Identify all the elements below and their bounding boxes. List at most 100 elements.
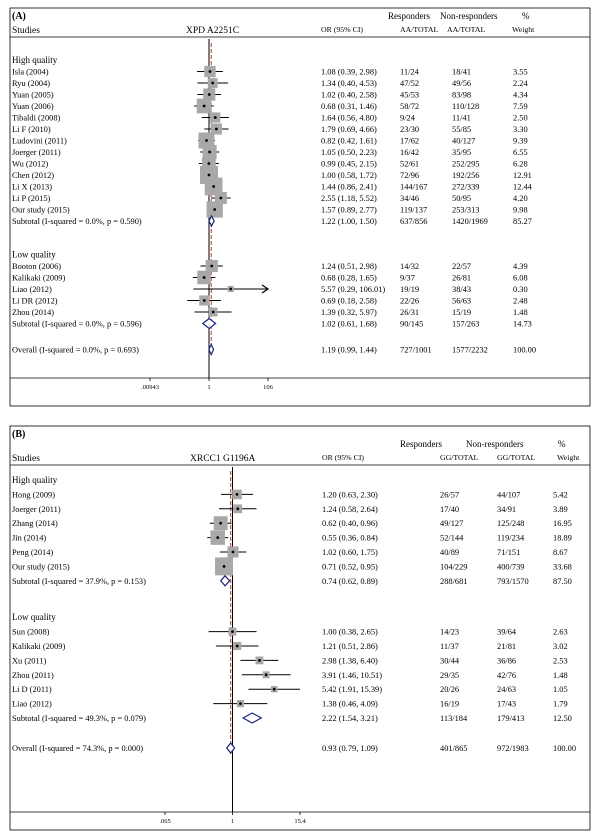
- studies-header: Studies: [12, 454, 40, 464]
- or-ci-value: 3.91 (1.46, 10.51): [322, 671, 382, 680]
- weight-value: 4.39: [513, 262, 528, 271]
- study-row: Kalikaki (2009) 1.21 (0.51, 2.86) 11/37 21/…: [12, 641, 568, 651]
- summary-label: Subtotal (I-squared = 37.9%, p = 0.153): [12, 577, 146, 586]
- study-row: Liao (2012) 1.38 (0.46, 4.09) 16/19 17/43 1.…: [12, 700, 568, 709]
- non-responders-value: 18/41: [452, 68, 471, 77]
- responders-value: 16/19: [440, 700, 459, 709]
- studies-header: Studies: [12, 26, 40, 36]
- study-row: Chen (2012) 1.00 (0.58, 1.72) 72/96 192/256…: [12, 166, 532, 184]
- study-row: Zhang (2014) 0.62 (0.40, 0.96) 49/127 125/2…: [12, 516, 572, 531]
- study-row: Ludovini (2011) 0.82 (0.42, 1.61) 17/62 40/…: [12, 132, 528, 149]
- x-tick-label: 106: [263, 384, 274, 391]
- responders-value: 52/61: [400, 160, 419, 169]
- weight-value: 9.39: [513, 137, 528, 146]
- responders-value: 16/42: [400, 148, 419, 157]
- study-name: Li DR (2012): [12, 297, 58, 306]
- or-ci-value: 0.82 (0.42, 1.61): [321, 137, 377, 146]
- study-name: Joerger (2011): [12, 505, 61, 514]
- or-ci-value: 2.22 (1.54, 3.21): [322, 714, 378, 723]
- weight-value: 1.79: [553, 700, 568, 709]
- study-name: Wu (2012): [12, 160, 48, 169]
- group-heading: Low quality: [12, 612, 56, 622]
- study-row: Liao (2012) 5.57 (0.29, 106.01) 19/19 38/43…: [12, 284, 528, 294]
- or-ci-value: 1.02 (0.60, 1.75): [322, 548, 378, 557]
- weight-value: 87.50: [553, 577, 572, 586]
- non-responders-value: 15/19: [452, 308, 471, 317]
- study-name: Kalikaki (2009): [12, 274, 65, 283]
- non-responders-value: 56/63: [452, 297, 471, 306]
- weight-value: 2.53: [553, 656, 568, 665]
- responders-value: 14/23: [440, 628, 459, 637]
- or-ci-value: 1.39 (0.32, 5.97): [321, 308, 377, 317]
- study-name: Tibaldi (2008): [12, 114, 61, 123]
- or-ci-value: 1.21 (0.51, 2.86): [322, 642, 378, 651]
- or-ci-value: 0.69 (0.18, 2.58): [321, 297, 377, 306]
- non-responders-value: 24/63: [497, 685, 516, 694]
- point-estimate: [219, 521, 223, 525]
- point-estimate: [264, 673, 268, 677]
- or-ci-value: 1.00 (0.38, 2.65): [322, 628, 378, 637]
- weight-value: 6.08: [513, 274, 528, 283]
- non-responders-value: 400/739: [497, 562, 524, 571]
- or-ci-value: 0.62 (0.40, 0.96): [322, 519, 378, 528]
- non-responders-value: 83/98: [452, 91, 471, 100]
- non-responders-value: 179/413: [497, 714, 524, 723]
- responders-value: 26/31: [400, 308, 419, 317]
- weight-header: Weight: [512, 25, 535, 34]
- study-name: Li X (2013): [12, 183, 52, 192]
- subtotal-diamond: [241, 712, 263, 724]
- ci-arrow: [261, 284, 270, 294]
- or-ci-value: 2.55 (1.18, 5.52): [321, 194, 377, 203]
- point-estimate: [202, 276, 206, 279]
- study-row: Yuan (2005) 1.02 (0.40, 2.58) 45/53 83/98 4.…: [12, 88, 528, 101]
- study-row: Wu (2012) 0.99 (0.45, 2.15) 52/61 252/295 6.…: [12, 156, 528, 171]
- study-row: Zhou (2011) 3.91 (1.46, 10.51) 29/35 42/76 1…: [12, 671, 568, 680]
- non-responders-value: 272/339: [452, 183, 479, 192]
- weight-value: 85.27: [513, 217, 532, 226]
- non-responders-value: 26/81: [452, 274, 471, 283]
- study-name: Joerger (2011): [12, 148, 61, 157]
- panel-label: (A): [12, 11, 26, 22]
- weight-value: 4.20: [513, 194, 528, 203]
- non-responders-value: 1420/1969: [452, 217, 488, 226]
- study-name: Isla (2004): [12, 68, 49, 77]
- responders-value: 11/37: [440, 642, 459, 651]
- or-ci-value: 1.02 (0.61, 1.68): [321, 320, 377, 329]
- non-responders-value: 972/1983: [497, 744, 529, 753]
- study-row: Our study (2015) 1.57 (0.89, 2.77) 119/137…: [12, 201, 528, 218]
- study-name: Zhou (2014): [12, 308, 54, 317]
- or-ci-value: 2.98 (1.38, 6.40): [322, 656, 378, 665]
- responders-header: Responders: [400, 439, 442, 449]
- x-tick-label: 1: [231, 818, 234, 825]
- responders-value: 72/96: [400, 171, 419, 180]
- responders-col-header: AA/TOTAL: [400, 25, 438, 34]
- weight-value: 1.05: [553, 685, 568, 694]
- weight-value: 1.48: [553, 671, 568, 680]
- subtotal-row: Subtotal (I-squared = 0.0%, p = 0.596) 1.…: [12, 317, 532, 330]
- non-responders-col-header: AA/TOTAL: [447, 25, 485, 34]
- overall-row: Overall (I-squared = 74.3%, p = 0.000) 0.…: [12, 742, 576, 754]
- study-name: Booton (2006): [12, 262, 61, 271]
- weight-value: 2.63: [553, 628, 568, 637]
- forest-panel-a: (A) Studies XPD A2251C OR (95% CI) Responder…: [9, 7, 591, 407]
- point-estimate: [211, 310, 215, 314]
- non-responders-value: 36/86: [497, 656, 516, 665]
- or-ci-value: 1.20 (0.63, 2.30): [322, 490, 378, 499]
- point-estimate: [207, 173, 211, 177]
- responders-value: 9/24: [400, 114, 416, 123]
- study-name: Liao (2012): [12, 700, 52, 709]
- weight-value: 3.89: [553, 505, 568, 514]
- non-responders-value: 21/81: [497, 642, 516, 651]
- summary-label: Subtotal (I-squared = 49.3%, p = 0.079): [12, 714, 146, 723]
- weight-value: 3.30: [513, 125, 528, 134]
- study-name: Yuan (2006): [12, 102, 54, 111]
- or-ci-value: 0.93 (0.79, 1.09): [322, 744, 378, 753]
- weight-value: 16.95: [553, 519, 572, 528]
- responders-value: 17/62: [400, 137, 419, 146]
- study-row: Joerger (2011) 1.24 (0.58, 2.64) 17/40 34/9…: [12, 504, 568, 514]
- weight-value: 18.89: [553, 534, 572, 543]
- weight-header: Weight: [557, 453, 580, 462]
- study-row: Sun (2008) 1.00 (0.38, 2.65) 14/23 39/64 2.6…: [12, 628, 568, 637]
- or-ci-value: 0.68 (0.31, 1.46): [321, 102, 377, 111]
- or-ci-value: 0.99 (0.45, 2.15): [321, 160, 377, 169]
